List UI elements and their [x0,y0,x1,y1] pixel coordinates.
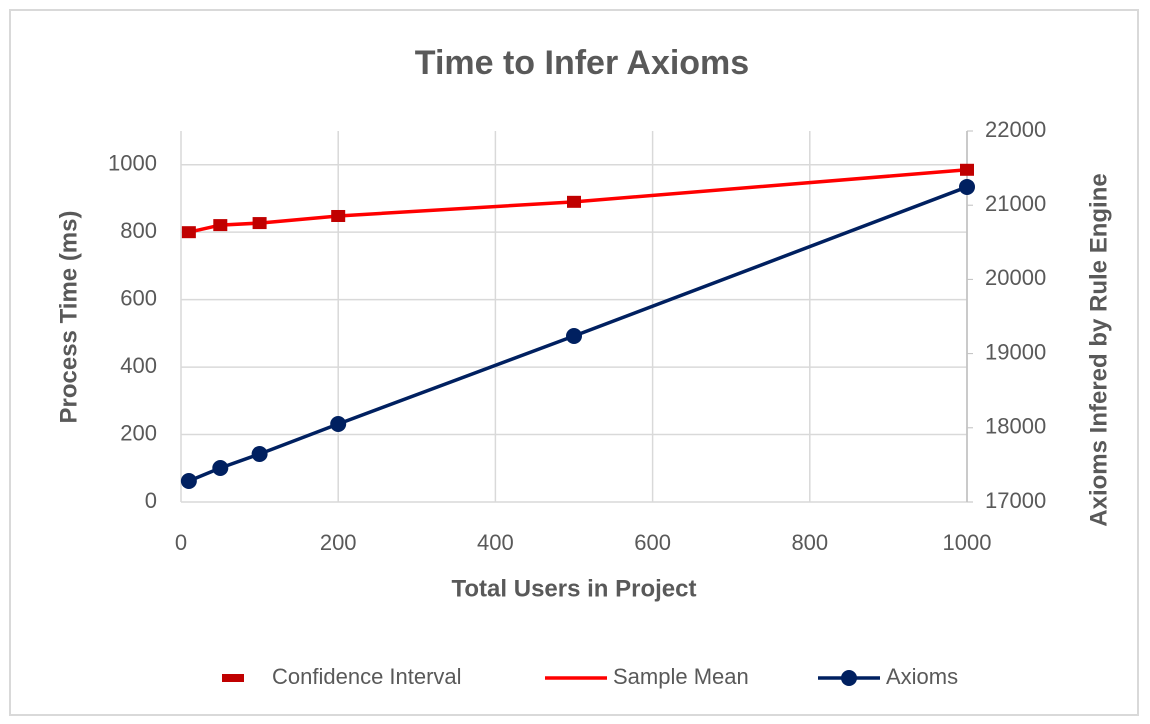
y-tick-label: 400 [120,353,157,378]
marker [181,226,196,239]
y-tick-label: 1000 [108,151,157,176]
marker [180,473,197,490]
legend-label: Sample Mean [613,664,749,689]
marker [252,217,267,230]
chart-title: Time to Infer Axioms [415,44,749,82]
marker [212,460,229,477]
legend-label: Confidence Interval [272,664,462,689]
y-tick-label: 800 [120,218,157,243]
marker [567,195,581,208]
x-tick-label: 1000 [943,530,992,555]
legend-marker [222,674,244,682]
y-axis-label: Process Time (ms) [55,211,82,424]
x-tick-label: 200 [320,530,357,555]
marker [330,416,347,433]
marker [960,163,974,176]
y2-tick-label: 17000 [985,488,1046,513]
chart-border [9,9,1139,716]
y2-tick-label: 20000 [985,265,1046,290]
y-tick-label: 200 [120,420,157,445]
y2-tick-label: 18000 [985,414,1046,439]
x-tick-label: 0 [175,530,187,555]
marker [213,219,228,232]
y2-tick-label: 22000 [985,117,1046,142]
x-tick-label: 400 [477,530,514,555]
marker [566,328,582,345]
legend-marker [841,670,857,686]
y-tick-label: 600 [120,285,157,310]
x-tick-label: 800 [791,530,828,555]
y2-tick-label: 21000 [985,191,1046,216]
legend-label: Axioms [886,664,958,689]
marker [251,445,268,462]
marker [959,178,975,195]
y2-tick-label: 19000 [985,339,1046,364]
marker [331,209,346,222]
y2-axis-label: Axioms Infered by Rule Engine [1085,173,1112,526]
x-tick-label: 600 [634,530,671,555]
x-axis-label: Total Users in Project [452,575,697,602]
y-tick-label: 0 [145,488,157,513]
